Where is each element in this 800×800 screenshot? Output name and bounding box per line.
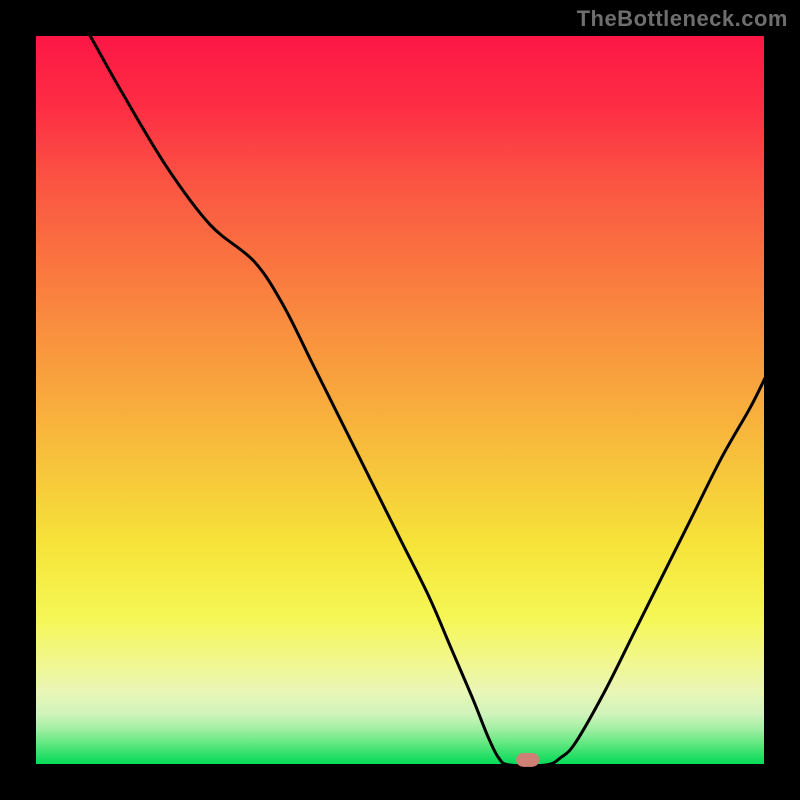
minimum-marker [516,753,539,767]
watermark-text: TheBottleneck.com [577,6,788,32]
bottleneck-chart [0,0,800,800]
plot-area-rect [35,35,765,765]
chart-frame: TheBottleneck.com [0,0,800,800]
